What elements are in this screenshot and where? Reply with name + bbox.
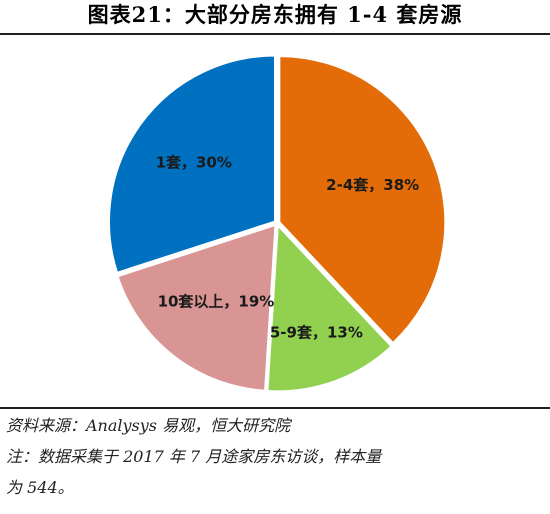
- pie-slice-2: [266, 222, 393, 393]
- chart-title: 图表21：大部分房东拥有 1-4 套房源: [87, 2, 463, 27]
- sample-note-line-1: 注：数据采集于 2017 年 7 月途家房东访谈，样本量: [6, 447, 382, 466]
- pie-slice-label-1: 2-4套，38%: [326, 176, 419, 194]
- sample-note-line-2: 为 544。: [6, 478, 74, 497]
- pie-slice-label-2: 5-9套，13%: [270, 323, 363, 341]
- pie-slice-4: [107, 54, 276, 275]
- title-divider: [0, 33, 550, 35]
- pie-slice-label-4: 1套，30%: [156, 154, 232, 172]
- source-note: 资料来源：Analysys 易观，恒大研究院: [6, 416, 291, 435]
- pie-slices: [107, 54, 447, 393]
- pie-slice-label-3: 10套以上，19%: [158, 293, 275, 311]
- notes-divider: [0, 407, 550, 409]
- pie-chart: 2-4套，38% 5-9套，13% 10套以上，19% 1套，30%: [107, 54, 447, 393]
- chart-notes: 资料来源：Analysys 易观，恒大研究院 注：数据采集于 2017 年 7 …: [6, 410, 546, 503]
- pie-slice-1: [278, 55, 447, 345]
- pie-labels: 2-4套，38% 5-9套，13% 10套以上，19% 1套，30%: [156, 154, 420, 342]
- pie-slice-3: [116, 223, 277, 392]
